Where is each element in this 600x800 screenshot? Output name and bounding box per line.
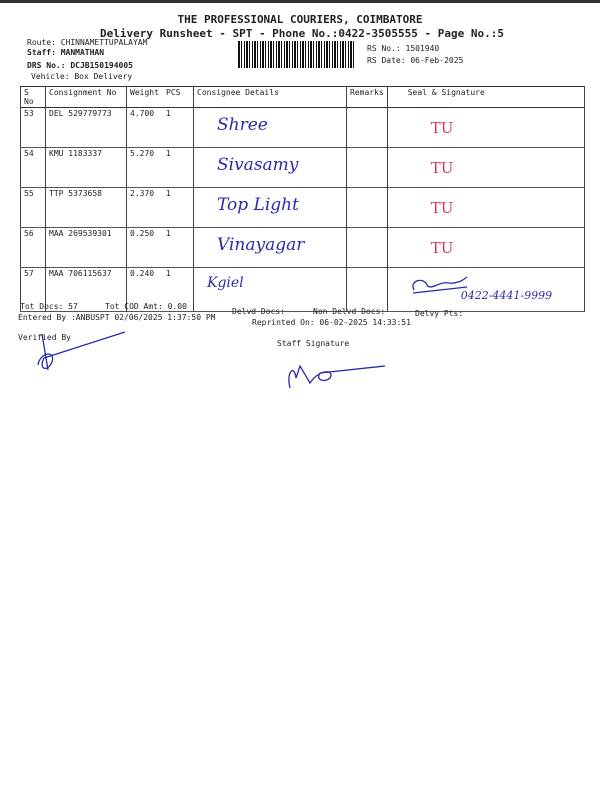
weight: 5.270 (126, 147, 163, 188)
consignment-no: MAA 269539301 (45, 227, 127, 268)
consignee-handwriting: Top Light (217, 195, 299, 215)
table-row: 57 MAA 706115637 0.240 1 Kgiel 0422-4441… (20, 267, 586, 312)
col-remarks: Remarks (346, 86, 388, 108)
table-header: S No Consignment No Weight PCS Consignee… (20, 86, 586, 108)
sno: 54 (20, 147, 46, 188)
consignment-no: TTP 5373658 (45, 187, 127, 228)
scan-edge (0, 0, 600, 3)
signature-icon (412, 276, 468, 294)
sno: 53 (20, 107, 46, 148)
vehicle: Vehicle: Box Delivery (31, 72, 133, 81)
table-row: 53 DEL 529779773 4.700 1 Shree TU (20, 107, 586, 148)
verified-by-label: Verified By (18, 333, 71, 342)
col-consignee: Consignee Details (193, 86, 347, 108)
consignment-no: KMU 1183337 (45, 147, 127, 188)
table-row: 54 KMU 1183337 5.270 1 Sivasamy TU (20, 147, 586, 188)
col-sno: S No (20, 86, 46, 108)
seal-mark: TU (430, 239, 454, 257)
seal-cell: TU (386, 147, 586, 188)
seal-cell: TU (386, 227, 586, 268)
runsheet-table: S No Consignment No Weight PCS Consignee… (20, 86, 586, 312)
col-pcs: PCS (163, 86, 194, 108)
sno: 56 (20, 227, 46, 268)
consignment-no: DEL 529779773 (45, 107, 127, 148)
company-title: THE PROFESSIONAL COURIERS, COIMBATORE (177, 13, 423, 26)
sno: 57 (20, 267, 46, 312)
remarks (346, 147, 388, 188)
tot-cod-amt: Tot COD Amt: 0.00 (105, 302, 187, 311)
rs-date: RS Date: 06-Feb-2025 (367, 56, 464, 65)
pcs: 1 (163, 267, 194, 312)
table-row: 56 MAA 269539301 0.250 1 Vinayagar TU (20, 227, 586, 268)
route: Route: CHINNAMETTUPALAYAM (27, 38, 148, 47)
consignee-cell: Vinayagar (193, 227, 347, 268)
delvd-docs: Delvd Docs: (232, 307, 285, 316)
seal-cell: 0422-4441-9999 (386, 267, 586, 312)
rs-no: RS No.: 1501940 (367, 44, 440, 53)
remarks (346, 187, 388, 228)
weight: 0.250 (126, 227, 163, 268)
delvy-pts: Delvy Pts: (415, 309, 464, 318)
runsheet-subtitle: Delivery Runsheet - SPT - Phone No.:0422… (100, 27, 504, 40)
reprinted-on: Reprinted On: 06-02-2025 14:33:51 (252, 318, 411, 327)
consignee-handwriting: Sivasamy (217, 155, 299, 175)
staff-signature-icon (288, 364, 386, 389)
drs-no: DRS No.: DCJB150194005 (27, 61, 133, 70)
weight: 0.240 (126, 267, 163, 312)
pcs: 1 (163, 187, 194, 228)
remarks (346, 267, 388, 312)
remarks (346, 107, 388, 148)
remarks (346, 227, 388, 268)
consignee-handwriting: Kgiel (207, 275, 244, 291)
non-delvd-docs: Non Delvd Docs: (313, 307, 386, 316)
seal-cell: TU (386, 187, 586, 228)
consignee-handwriting: Vinayagar (217, 235, 305, 255)
sno: 55 (20, 187, 46, 228)
verifier-signature-icon (37, 331, 126, 371)
seal-cell: TU (386, 107, 586, 148)
consignee-cell: Kgiel (193, 267, 347, 312)
staff-signature-label: Staff Signature (277, 339, 350, 348)
consignee-cell: Sivasamy (193, 147, 347, 188)
barcode (238, 41, 355, 68)
entered-by: Entered By :ANBUSPT 02/06/2025 1:37:50 P… (18, 313, 216, 322)
consignee-cell: Top Light (193, 187, 347, 228)
weight: 4.700 (126, 107, 163, 148)
pcs: 1 (163, 107, 194, 148)
consignment-no: MAA 706115637 (45, 267, 127, 312)
consignee-cell: Shree (193, 107, 347, 148)
col-seal: Seal & Signature (386, 86, 586, 108)
pcs: 1 (163, 227, 194, 268)
weight: 2.370 (126, 187, 163, 228)
phone-handwriting: 0422-4441-9999 (460, 289, 553, 302)
table-row: 55 TTP 5373658 2.370 1 Top Light TU (20, 187, 586, 228)
seal-mark: TU (430, 119, 454, 137)
consignee-handwriting: Shree (217, 115, 268, 135)
col-weight: Weight (126, 86, 163, 108)
col-consignment: Consignment No (45, 86, 127, 108)
pcs: 1 (163, 147, 194, 188)
staff: Staff: MANMATHAN (27, 48, 105, 57)
tot-docs: Tot Docs: 57 (20, 302, 78, 311)
seal-mark: TU (430, 159, 454, 177)
seal-mark: TU (430, 199, 454, 217)
